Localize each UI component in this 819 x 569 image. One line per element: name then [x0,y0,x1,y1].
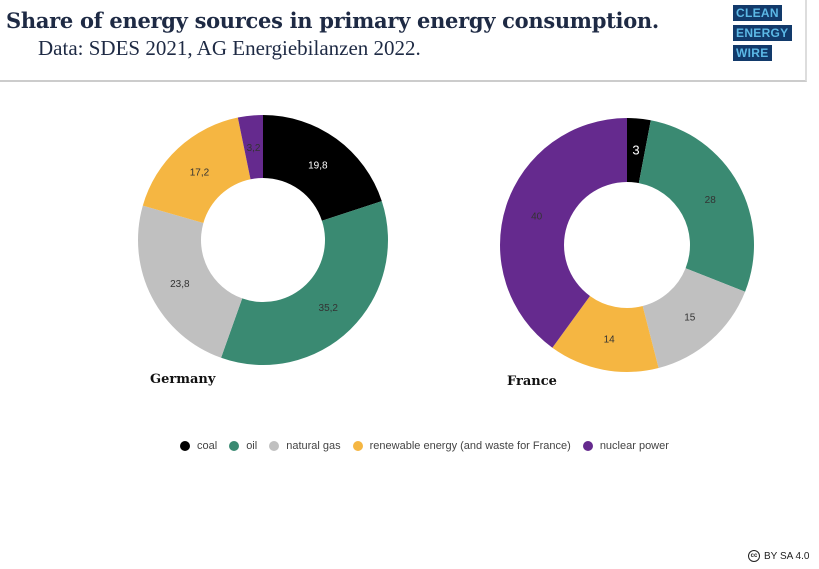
chart-title: Share of energy sources in primary energ… [6,8,659,33]
france-slice-coal [627,118,651,184]
legend-item-coal: coal [180,440,217,452]
coal-swatch [180,441,190,451]
france-data-label: 28 [705,195,717,206]
germany-data-label: 19,8 [308,160,328,171]
germany-data-label: 3,2 [247,143,261,154]
france-data-label: 3 [632,142,639,157]
germany-data-label: 35,2 [319,303,339,314]
france-data-label: 40 [531,212,543,223]
legend-item-oil: oil [229,440,257,452]
germany-data-label: 23,8 [170,279,190,290]
germany-slice-natural [138,205,243,358]
renewable-swatch [352,441,363,451]
france-data-label: 15 [684,312,696,323]
france-label: France [507,374,557,389]
germany-slice-coal [263,115,382,221]
germany-slice-nuclear [237,115,263,180]
legend-item-renewable: renewable energy (and waste for France) [352,440,571,452]
france-slice-nuclear [500,118,627,348]
germany-slice-oil [221,201,388,366]
germany-data-label: 17,2 [190,167,210,178]
france-slice-renewable [552,295,659,372]
legend-item-nuclear: nuclear power [582,440,669,452]
license: cc BY SA 4.0 [748,550,809,562]
header: Share of energy sources in primary energ… [0,0,807,82]
legend-item-natural-gas: natural gas [269,440,341,452]
germany-slice-renewable [142,117,251,223]
cc-icon: cc [748,550,760,562]
oil-swatch [229,441,240,451]
france-data-label: 14 [604,334,616,345]
legend: coal oil natural gas renewable energy (a… [180,440,669,452]
clean-energy-wire-logo: CLEAN ENERGY WIRE [733,4,792,64]
france-slice-natural [642,268,746,369]
germany-label: Germany [150,372,216,387]
chart-subtitle: Data: SDES 2021, AG Energiebilanzen 2022… [38,36,421,60]
france-slice-oil [638,120,754,292]
gas-swatch [269,441,280,451]
nuclear-swatch [582,441,593,451]
